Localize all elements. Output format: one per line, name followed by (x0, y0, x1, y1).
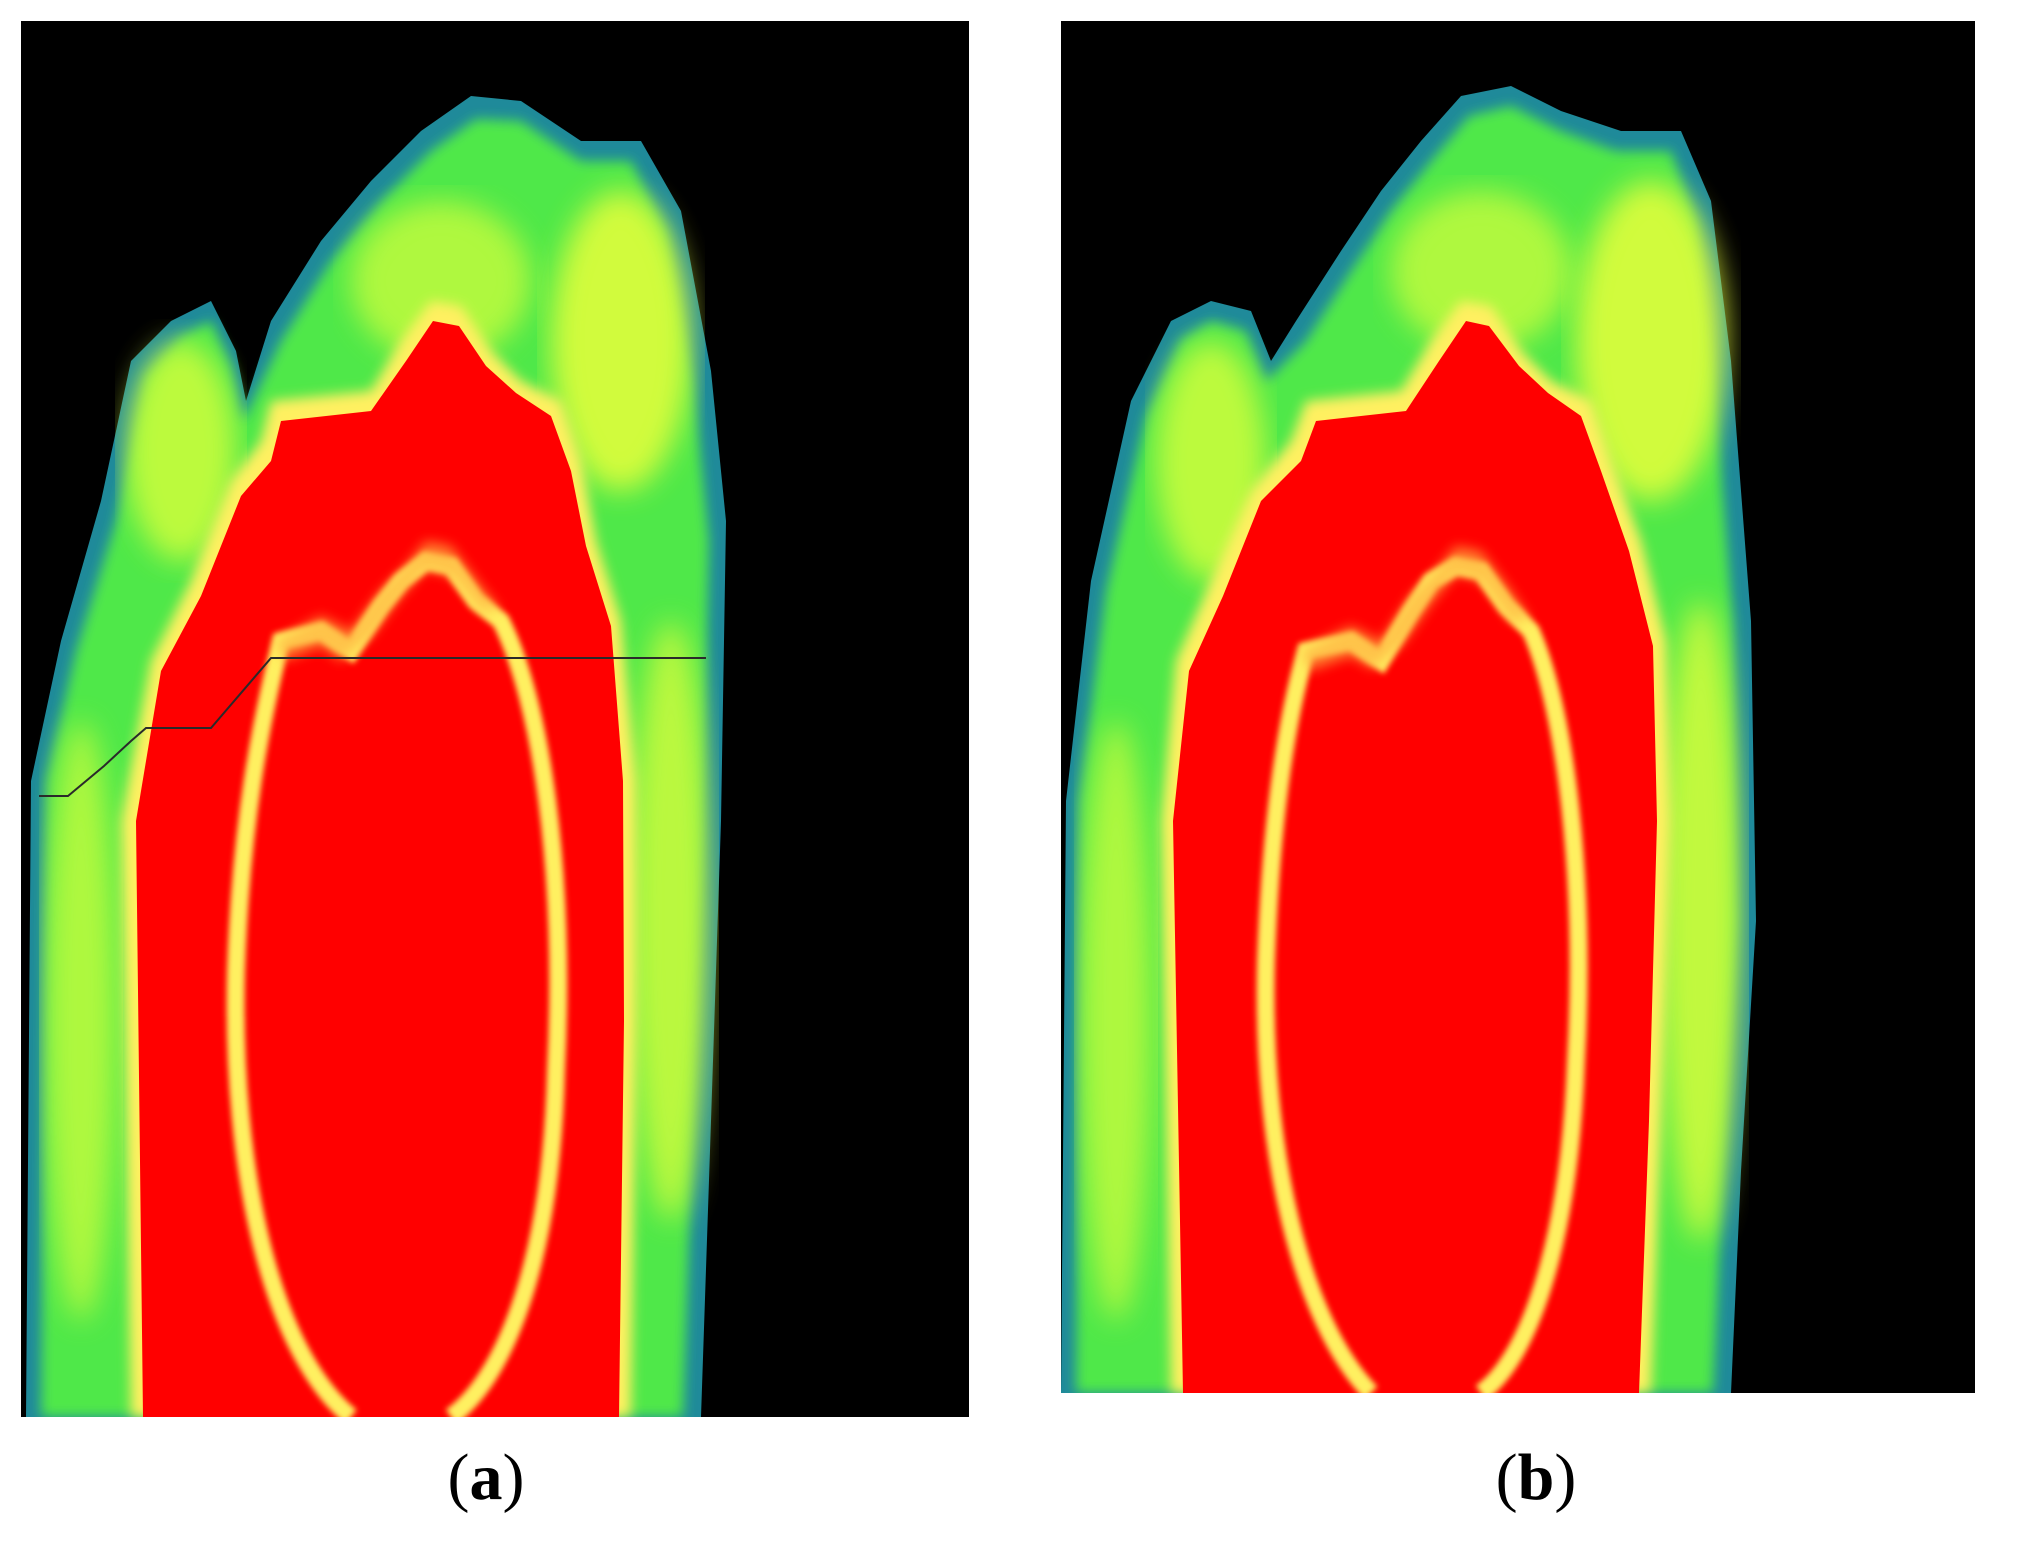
panel-label-b-text: b (1517, 1441, 1555, 1514)
thermal-image-a (21, 21, 969, 1417)
panel-label-a: (a) (447, 1441, 525, 1514)
yellow-glow-lower (631, 621, 711, 1221)
thermal-image-b-svg (1061, 21, 1975, 1393)
yellow-glow-right (1576, 181, 1726, 501)
panel-label-b: (b) (1495, 1441, 1577, 1514)
yellow-glow-center (351, 201, 531, 361)
yellow-glow-lower-left (46, 721, 116, 1321)
yellow-glow-lower-left (1081, 721, 1151, 1321)
thermal-image-a-svg (21, 21, 969, 1417)
red-core (136, 321, 624, 1417)
thermal-image-b (1061, 21, 1975, 1393)
inner-ring-top-glow (1301, 546, 1531, 671)
red-core (1173, 321, 1657, 1393)
yellow-glow-right (551, 191, 691, 491)
inner-ring-top-glow (276, 541, 501, 661)
yellow-glow-center (1391, 191, 1571, 351)
yellow-glow-lower (1661, 601, 1741, 1241)
panel-label-a-text: a (469, 1441, 503, 1514)
yellow-glow-left (126, 341, 236, 561)
seam-line (39, 657, 706, 797)
